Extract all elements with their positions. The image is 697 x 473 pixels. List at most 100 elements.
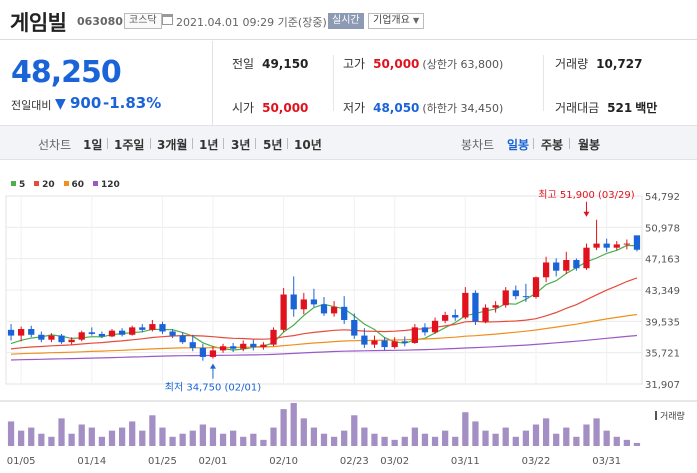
candle-body xyxy=(613,244,620,248)
y-tick-label: 31,907 xyxy=(645,380,680,391)
lower-limit: (하한가 34,450) xyxy=(422,102,504,115)
volume-bar xyxy=(280,409,287,446)
volume-bar xyxy=(108,430,116,446)
volume-bar xyxy=(522,430,530,446)
volume-bar xyxy=(209,427,217,446)
volume-bar xyxy=(583,424,590,446)
amount-unit: 백만 xyxy=(635,101,658,115)
volume-label: 거래량 xyxy=(660,410,685,422)
candle-body xyxy=(492,305,499,308)
volume-bar xyxy=(330,436,338,446)
line-chart-label: 선차트 xyxy=(38,138,72,152)
legend-ma60: 60 xyxy=(63,180,84,190)
current-price-panel: 48,250 전일대비 ▼ 900 -1.83% xyxy=(0,41,213,125)
period-1y[interactable]: 1년 xyxy=(199,138,219,152)
volume-bar xyxy=(442,430,449,446)
volume-bar xyxy=(28,427,35,446)
candle-weekly[interactable]: 주봉 xyxy=(541,138,564,152)
separator xyxy=(255,138,256,149)
candle-body xyxy=(88,332,95,334)
candle-body xyxy=(472,292,479,322)
candle-body xyxy=(391,341,398,348)
amount-cell: 거래대금 521 백만 xyxy=(555,99,657,116)
candle-body xyxy=(512,290,519,297)
candle-body xyxy=(462,292,469,318)
realtime-button[interactable]: 실시간 xyxy=(328,13,364,29)
y-tick-label: 35,721 xyxy=(645,349,680,360)
period-5y[interactable]: 5년 xyxy=(263,138,283,152)
divider xyxy=(333,55,334,111)
company-info-dropdown[interactable]: 기업개요 ▼ xyxy=(368,13,425,29)
period-3m[interactable]: 3개월 xyxy=(157,138,188,152)
volume-bar xyxy=(482,430,489,446)
candle-daily[interactable]: 일봉 xyxy=(507,138,530,152)
amount-label: 거래대금 xyxy=(555,101,600,115)
volume-bar xyxy=(118,427,126,446)
separator xyxy=(107,138,108,149)
chart-period-bar: 선차트 1일 1주일 3개월 1년 3년 5년 10년 봉차트 일봉 주봉 월봉 xyxy=(0,125,697,160)
stock-name: 게임빌 xyxy=(10,11,67,35)
x-tick-label: 03/11 xyxy=(451,456,480,467)
volume-bar xyxy=(553,433,560,446)
volume-bar xyxy=(341,430,348,446)
candle-body xyxy=(381,340,388,348)
candle-monthly[interactable]: 월봉 xyxy=(578,138,601,152)
volume-bar xyxy=(381,436,388,446)
period-10y[interactable]: 10년 xyxy=(294,138,322,152)
candle-body xyxy=(330,306,338,314)
volume-label: 거래량 xyxy=(555,57,589,71)
x-tick-label: 01/25 xyxy=(148,456,177,467)
high-cell: 고가 50,000 (상한가 63,800) xyxy=(343,55,503,72)
y-tick-label: 54,792 xyxy=(645,192,680,203)
volume-bar xyxy=(563,427,570,446)
candle-body xyxy=(553,262,560,271)
candle-body xyxy=(38,334,45,340)
market-badge: 코스닥 xyxy=(124,13,162,29)
y-tick-label: 47,163 xyxy=(645,255,680,266)
volume-bar xyxy=(492,433,499,446)
candle-body xyxy=(542,262,550,278)
volume-bar xyxy=(139,430,146,446)
legend-swatch xyxy=(92,181,98,186)
candle-body xyxy=(260,344,267,348)
period-3y[interactable]: 3년 xyxy=(231,138,251,152)
volume-bar xyxy=(270,427,277,446)
legend-ma20: 20 xyxy=(34,180,55,190)
candle-body xyxy=(250,343,257,348)
candlestick-chart[interactable]: 54,792 50,978 47,163 43,349 39,535 35,721 31,9… xyxy=(0,188,697,473)
candle-body xyxy=(411,327,418,343)
volume-bar xyxy=(240,436,247,446)
max-arrow-head xyxy=(583,211,590,217)
candle-body xyxy=(583,247,590,269)
volume-bar xyxy=(613,436,620,446)
volume-bar xyxy=(179,433,186,446)
candle-body xyxy=(98,333,106,337)
volume-bar xyxy=(542,418,550,446)
candle-body xyxy=(169,331,176,336)
candle-body xyxy=(532,277,540,297)
candle-body xyxy=(28,329,35,335)
period-1d[interactable]: 1일 xyxy=(83,138,103,152)
volume-bar xyxy=(462,412,469,446)
min-annotation: 최저 34,750 (02/01) xyxy=(165,382,261,394)
high-value: 50,000 xyxy=(373,57,420,71)
volume-bar xyxy=(421,433,429,446)
candle-body xyxy=(431,320,439,333)
volume-bar xyxy=(219,433,227,446)
candle-body xyxy=(633,235,641,250)
x-tick-label: 02/10 xyxy=(269,456,298,467)
volume-bar xyxy=(68,433,75,446)
period-1w[interactable]: 1주일 xyxy=(114,138,145,152)
candle-body xyxy=(68,339,75,343)
separator xyxy=(569,138,570,149)
y-tick-label: 39,535 xyxy=(645,317,680,328)
candle-body xyxy=(522,296,530,298)
volume-bar xyxy=(199,424,206,446)
volume-bar xyxy=(78,424,85,446)
ma60-line xyxy=(10,313,638,355)
candle-body xyxy=(149,324,156,330)
volume-bar xyxy=(431,436,439,446)
max-annotation: 최고 51,900 (03/29) xyxy=(538,189,634,201)
volume-bar xyxy=(573,436,580,446)
volume-bar xyxy=(532,424,540,446)
